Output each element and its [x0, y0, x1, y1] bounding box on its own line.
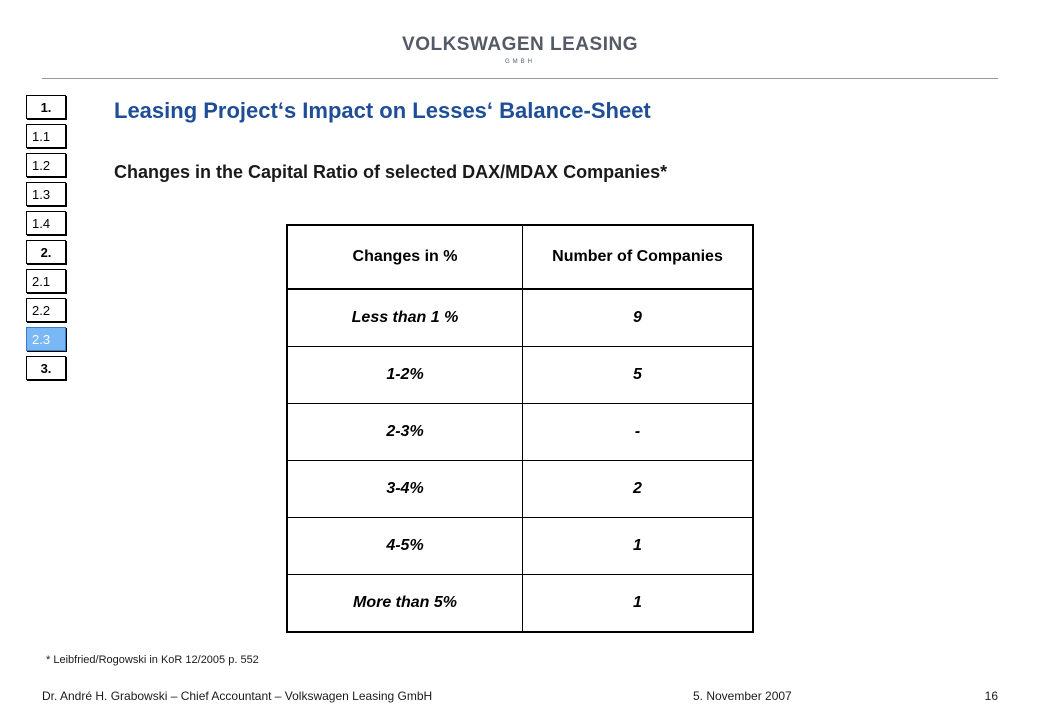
nav-item-2[interactable]: 2.	[26, 240, 66, 264]
section-nav: 1. 1.1 1.2 1.3 1.4 2. 2.1 2.2 2.3 3.	[26, 95, 66, 385]
table-cell-count: -	[522, 403, 754, 461]
column-header-changes: Changes in %	[286, 224, 523, 290]
table-cell-count: 9	[522, 288, 754, 347]
nav-item-2-2[interactable]: 2.2	[26, 298, 66, 322]
table-cell-range: More than 5%	[286, 574, 523, 633]
table-row: 1-2% 5	[286, 346, 754, 404]
nav-item-2-1[interactable]: 2.1	[26, 269, 66, 293]
table-row: Less than 1 % 9	[286, 288, 754, 347]
footnote: * Leibfried/Rogowski in KoR 12/2005 p. 5…	[46, 654, 259, 666]
nav-item-1[interactable]: 1.	[26, 95, 66, 119]
table-row: 2-3% -	[286, 403, 754, 461]
footer-author: Dr. André H. Grabowski – Chief Accountan…	[42, 689, 433, 703]
brand-name: VOLKSWAGEN LEASING	[402, 34, 638, 55]
nav-item-1-4[interactable]: 1.4	[26, 211, 66, 235]
brand-subtitle: GMBH	[505, 59, 535, 65]
table-cell-range: 4-5%	[286, 517, 523, 575]
table-cell-count: 5	[522, 346, 754, 404]
page-subtitle: Changes in the Capital Ratio of selected…	[114, 162, 668, 182]
table-cell-count: 1	[522, 574, 754, 633]
nav-item-1-3[interactable]: 1.3	[26, 182, 66, 206]
footer-date: 5. November 2007	[693, 689, 792, 703]
table-cell-range: 1-2%	[286, 346, 523, 404]
brand-logo: VOLKSWAGEN LEASING GMBH	[0, 34, 1040, 65]
table-cell-count: 1	[522, 517, 754, 575]
nav-item-1-1[interactable]: 1.1	[26, 124, 66, 148]
nav-item-2-3[interactable]: 2.3	[26, 327, 66, 351]
nav-item-3[interactable]: 3.	[26, 356, 66, 380]
header-divider	[42, 78, 998, 79]
table-row: 4-5% 1	[286, 517, 754, 575]
table-row: More than 5% 1	[286, 574, 754, 633]
table-header-row: Changes in % Number of Companies	[286, 224, 754, 290]
table-cell-range: Less than 1 %	[286, 288, 523, 347]
table-cell-range: 3-4%	[286, 460, 523, 518]
nav-item-1-2[interactable]: 1.2	[26, 153, 66, 177]
capital-ratio-table: Changes in % Number of Companies Less th…	[286, 224, 754, 633]
page-number: 16	[984, 689, 998, 703]
column-header-count: Number of Companies	[522, 224, 754, 290]
page-title: Leasing Project‘s Impact on Lesses‘ Bala…	[114, 98, 651, 123]
table-cell-range: 2-3%	[286, 403, 523, 461]
table-cell-count: 2	[522, 460, 754, 518]
table-row: 3-4% 2	[286, 460, 754, 518]
